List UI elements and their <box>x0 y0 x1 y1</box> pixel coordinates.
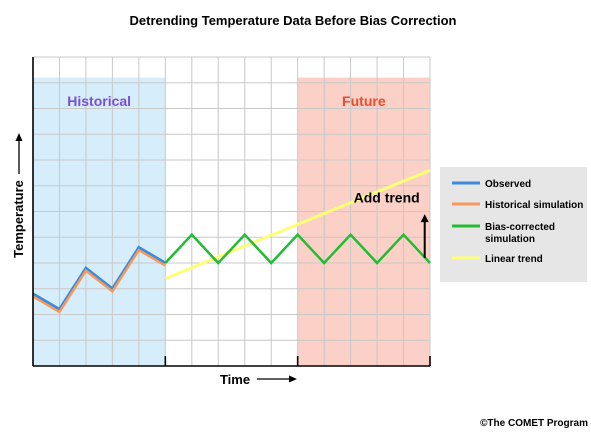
legend-label-bias-corrected-simulation: Bias-corrected simulation <box>485 222 555 245</box>
x-axis-arrow <box>257 375 297 383</box>
series-line-historical-simulation <box>32 248 166 314</box>
legend: Observed Historical simulation Bias-correc… <box>440 167 587 282</box>
annotation-arrowhead <box>420 214 429 223</box>
x-axis-label: Time <box>220 372 250 387</box>
grid <box>32 56 431 367</box>
region-label-future: Future <box>342 93 386 109</box>
copyright-notice: ©The COMET Program <box>480 418 588 429</box>
region-labels: Historical Future <box>67 93 386 109</box>
chart-title: Detrending Temperature Data Before Bias … <box>130 13 457 28</box>
legend-label-historical-simulation: Historical simulation <box>485 200 583 211</box>
series-lines <box>32 168 431 314</box>
y-axis-arrow <box>15 133 23 174</box>
series-line-observed <box>32 245 167 312</box>
series-line-linear-trend <box>164 168 431 280</box>
region-label-historical: Historical <box>67 93 131 109</box>
legend-label-observed: Observed <box>485 179 531 190</box>
y-axis-label: Temperature <box>11 180 26 258</box>
annotations: Add trend <box>354 189 429 258</box>
region-future-band <box>297 77 430 366</box>
legend-label-linear-trend: Linear trend <box>485 254 543 265</box>
annotation-add-trend: Add trend <box>354 189 420 205</box>
axes <box>32 57 431 367</box>
plot-area <box>33 77 430 366</box>
region-historical-band <box>33 77 166 366</box>
series-line-bias-corrected-simulation <box>164 232 431 265</box>
